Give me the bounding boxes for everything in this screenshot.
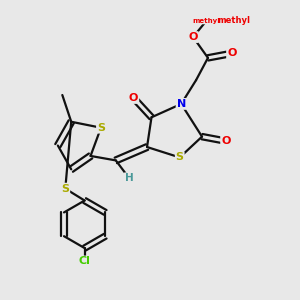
- Text: methyl: methyl: [217, 16, 250, 25]
- Text: S: S: [97, 123, 105, 133]
- Text: Cl: Cl: [79, 256, 91, 266]
- Text: S: S: [61, 184, 69, 194]
- Text: methyl: methyl: [193, 18, 220, 24]
- Text: O: O: [129, 93, 138, 103]
- Text: S: S: [176, 152, 184, 162]
- Text: O: O: [227, 48, 236, 59]
- Text: H: H: [125, 173, 134, 183]
- Text: N: N: [177, 99, 186, 109]
- Text: O: O: [188, 32, 198, 42]
- Text: O: O: [221, 136, 230, 146]
